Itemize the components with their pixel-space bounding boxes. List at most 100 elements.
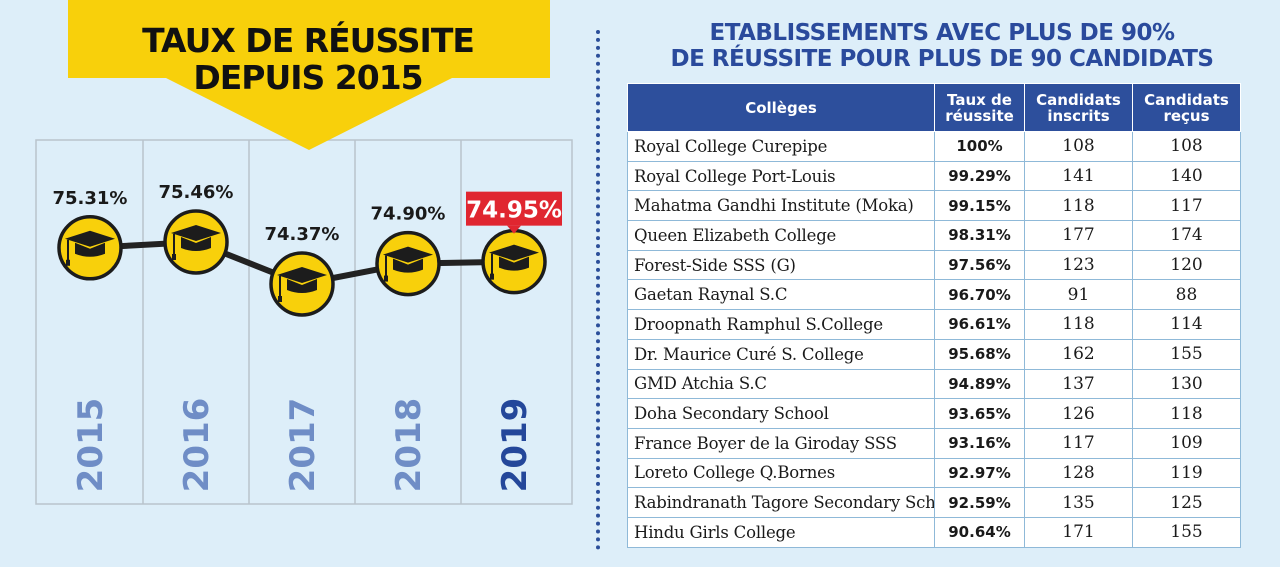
enrolled-count: 171 xyxy=(1024,516,1133,548)
table-title-line2: DE RÉUSSITE POUR PLUS DE 90 CANDIDATS xyxy=(670,46,1214,72)
data-point-circle xyxy=(57,215,123,281)
table-row: Loreto College Q.Bornes 92.97% 128 119 xyxy=(627,457,1241,489)
passed-count: 117 xyxy=(1132,190,1241,222)
school-name: Gaetan Raynal S.C xyxy=(627,279,935,311)
passed-count: 114 xyxy=(1132,309,1241,340)
year-label: 2015 xyxy=(71,398,111,493)
school-name: Forest-Side SSS (G) xyxy=(627,249,935,281)
pass-rate: 95.68% xyxy=(934,338,1025,370)
passed-count: 120 xyxy=(1132,249,1241,281)
right-panel: ETABLISSEMENTS AVEC PLUS DE 90% DE RÉUSS… xyxy=(612,0,1272,567)
pass-rate: 90.64% xyxy=(934,516,1025,548)
chart-title-line2: DEPUIS 2015 xyxy=(193,58,423,97)
year-label: 2019 xyxy=(495,398,535,493)
graduation-cap-icon xyxy=(171,225,221,260)
enrolled-count: 128 xyxy=(1024,457,1133,489)
passed-count: 118 xyxy=(1132,398,1241,429)
data-point-circle xyxy=(375,230,441,297)
enrolled-count: 126 xyxy=(1024,398,1133,429)
pass-rate: 99.15% xyxy=(934,190,1025,222)
pass-rate: 92.97% xyxy=(934,457,1025,489)
pass-rate: 100% xyxy=(934,131,1025,162)
enrolled-count: 91 xyxy=(1024,279,1133,311)
table-row: Royal College Curepipe 100% 108 108 xyxy=(627,131,1241,162)
passed-count: 108 xyxy=(1132,131,1241,162)
year-label: 2018 xyxy=(389,398,429,493)
passed-count: 174 xyxy=(1132,220,1241,251)
pass-rate: 96.70% xyxy=(934,279,1025,311)
value-label: 74.90% xyxy=(371,204,446,225)
graduation-cap-icon xyxy=(383,246,433,282)
passed-count: 155 xyxy=(1132,516,1241,548)
pass-rate: 97.56% xyxy=(934,249,1025,281)
value-label: 75.46% xyxy=(159,182,234,203)
school-name: Mahatma Gandhi Institute (Moka) xyxy=(627,190,935,222)
pass-rate-chart: 75.31% 75.46%74.37%74.90% 74.95% 2015 2016 2… xyxy=(35,0,573,505)
table-title: ETABLISSEMENTS AVEC PLUS DE 90% DE RÉUSS… xyxy=(612,20,1272,72)
data-point xyxy=(163,209,229,275)
passed-count: 88 xyxy=(1132,279,1241,311)
passed-count: 125 xyxy=(1132,487,1241,518)
data-point xyxy=(375,230,441,297)
school-name: Doha Secondary School xyxy=(627,398,935,429)
enrolled-count: 162 xyxy=(1024,338,1133,370)
enrolled-count: 118 xyxy=(1024,190,1133,222)
table-row: Dr. Maurice Curé S. College 95.68% 162 155 xyxy=(627,338,1241,370)
passed-count: 119 xyxy=(1132,457,1241,489)
pass-rate: 98.31% xyxy=(934,220,1025,251)
data-point-circle xyxy=(163,209,229,275)
table-row: Royal College Port-Louis 99.29% 141 140 xyxy=(627,160,1241,192)
table-row: Droopnath Ramphul S.College 96.61% 118 114 xyxy=(627,309,1241,340)
title-banner xyxy=(68,0,550,150)
table-row: Hindu Girls College 90.64% 171 155 xyxy=(627,516,1241,548)
value-label: 74.37% xyxy=(265,224,340,245)
table-row: Queen Elizabeth College 98.31% 177 174 xyxy=(627,220,1241,251)
pass-rate: 99.29% xyxy=(934,160,1025,192)
school-name: Royal College Port-Louis xyxy=(627,160,935,192)
enrolled-count: 118 xyxy=(1024,309,1133,340)
table-row: France Boyer de la Giroday SSS 93.16% 117 1… xyxy=(627,427,1241,459)
passed-count: 109 xyxy=(1132,427,1241,459)
pass-rate: 96.61% xyxy=(934,309,1025,340)
enrolled-count: 141 xyxy=(1024,160,1133,192)
graduation-cap-icon xyxy=(65,230,115,266)
school-name: GMD Atchia S.C xyxy=(627,368,935,400)
data-point xyxy=(481,228,547,295)
pass-rate: 93.65% xyxy=(934,398,1025,429)
school-name: Loreto College Q.Bornes xyxy=(627,457,935,489)
schools-table: Collèges Taux de réussite Candidats inscri… xyxy=(627,83,1241,548)
school-name: Queen Elizabeth College xyxy=(627,220,935,251)
header-colleges: Collèges xyxy=(627,83,935,132)
table-row: Doha Secondary School 93.65% 126 118 xyxy=(627,398,1241,429)
table-title-line1: ETABLISSEMENTS AVEC PLUS DE 90% xyxy=(709,20,1175,46)
data-point xyxy=(57,215,123,281)
value-label: 74.95% xyxy=(466,198,562,224)
point-layer xyxy=(57,209,547,317)
school-name: Dr. Maurice Curé S. College xyxy=(627,338,935,370)
table-row: Forest-Side SSS (G) 97.56% 123 120 xyxy=(627,249,1241,281)
enrolled-count: 123 xyxy=(1024,249,1133,281)
year-label: 2017 xyxy=(283,398,323,493)
pass-rate: 92.59% xyxy=(934,487,1025,518)
passed-count: 140 xyxy=(1132,160,1241,192)
table-row: Gaetan Raynal S.C 96.70% 91 88 xyxy=(627,279,1241,311)
school-name: France Boyer de la Giroday SSS xyxy=(627,427,935,459)
school-name: Royal College Curepipe xyxy=(627,131,935,162)
enrolled-count: 117 xyxy=(1024,427,1133,459)
chart-title-line1: TAUX DE RÉUSSITE xyxy=(142,21,475,60)
school-name: Droopnath Ramphul S.College xyxy=(627,309,935,340)
table-row: Rabindranath Tagore Secondary School 92.5… xyxy=(627,487,1241,518)
school-name: Rabindranath Tagore Secondary School xyxy=(627,487,935,518)
enrolled-count: 177 xyxy=(1024,220,1133,251)
data-point-circle xyxy=(269,251,335,317)
left-panel: 75.31% 75.46% 74.37% 74.90% 74.95% 2015 2016 2… xyxy=(0,0,590,567)
table-row: GMD Atchia S.C 94.89% 137 130 xyxy=(627,368,1241,400)
graduation-cap-icon xyxy=(277,267,327,302)
graduation-cap-icon xyxy=(489,244,539,280)
header-enrolled: Candidats inscrits xyxy=(1024,83,1133,132)
chart-title: TAUX DE RÉUSSITE DEPUIS 2015 xyxy=(68,22,548,96)
pass-rate: 94.89% xyxy=(934,368,1025,400)
passed-count: 155 xyxy=(1132,338,1241,370)
value-label: 75.31% xyxy=(53,188,128,209)
passed-count: 130 xyxy=(1132,368,1241,400)
